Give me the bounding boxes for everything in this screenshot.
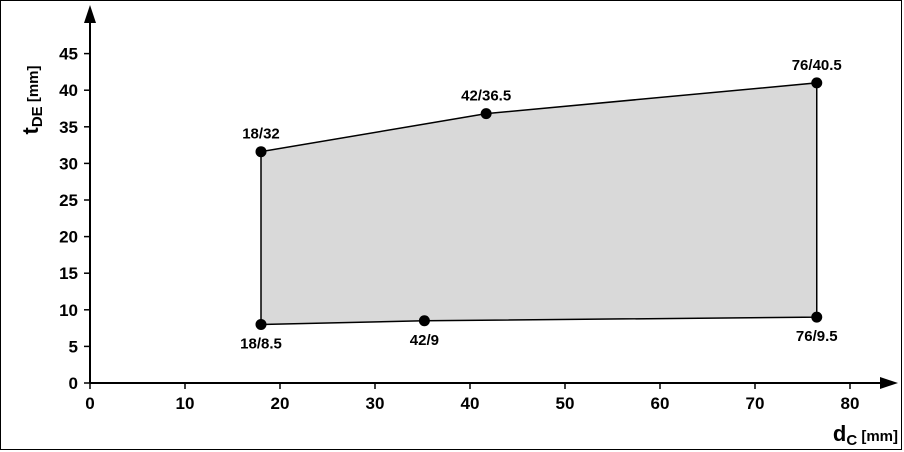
x-axis-arrow: [880, 377, 898, 389]
y-axis-title: tDE [mm]: [18, 65, 46, 134]
data-point-1: [418, 315, 430, 327]
data-point-0: [255, 318, 267, 330]
y-tick-label-1: 5: [69, 337, 78, 356]
x-axis-title: dC [mm]: [833, 421, 898, 449]
x-tick-label-5: 50: [556, 394, 575, 413]
data-point-label-0: 18/8.5: [240, 335, 282, 352]
data-point-5: [255, 146, 267, 158]
data-point-3: [811, 77, 823, 89]
y-tick-label-7: 35: [59, 118, 78, 137]
x-tick-label-2: 20: [271, 394, 290, 413]
data-point-2: [811, 311, 823, 323]
data-point-label-1: 42/9: [410, 332, 439, 349]
data-point-label-2: 76/9.5: [796, 328, 838, 345]
data-point-4: [480, 108, 492, 120]
x-tick-label-8: 80: [841, 394, 860, 413]
x-tick-label-4: 40: [461, 394, 480, 413]
data-point-label-4: 42/36.5: [461, 88, 511, 105]
x-tick-label-0: 0: [85, 394, 94, 413]
y-tick-label-9: 45: [59, 45, 78, 64]
x-tick-label-6: 60: [651, 394, 670, 413]
y-tick-label-0: 0: [69, 374, 78, 393]
y-tick-label-2: 10: [59, 301, 78, 320]
data-point-label-3: 76/40.5: [792, 57, 842, 74]
x-tick-label-1: 10: [176, 394, 195, 413]
x-tick-label-3: 30: [366, 394, 385, 413]
y-tick-label-5: 25: [59, 191, 78, 210]
data-point-label-5: 18/32: [242, 126, 280, 143]
y-tick-label-8: 40: [59, 81, 78, 100]
y-tick-label-4: 20: [59, 228, 78, 247]
y-axis-arrow: [84, 5, 96, 23]
y-tick-label-6: 30: [59, 154, 78, 173]
y-tick-label-3: 15: [59, 264, 78, 283]
x-tick-label-7: 70: [746, 394, 765, 413]
feasible-region: [260, 82, 818, 326]
